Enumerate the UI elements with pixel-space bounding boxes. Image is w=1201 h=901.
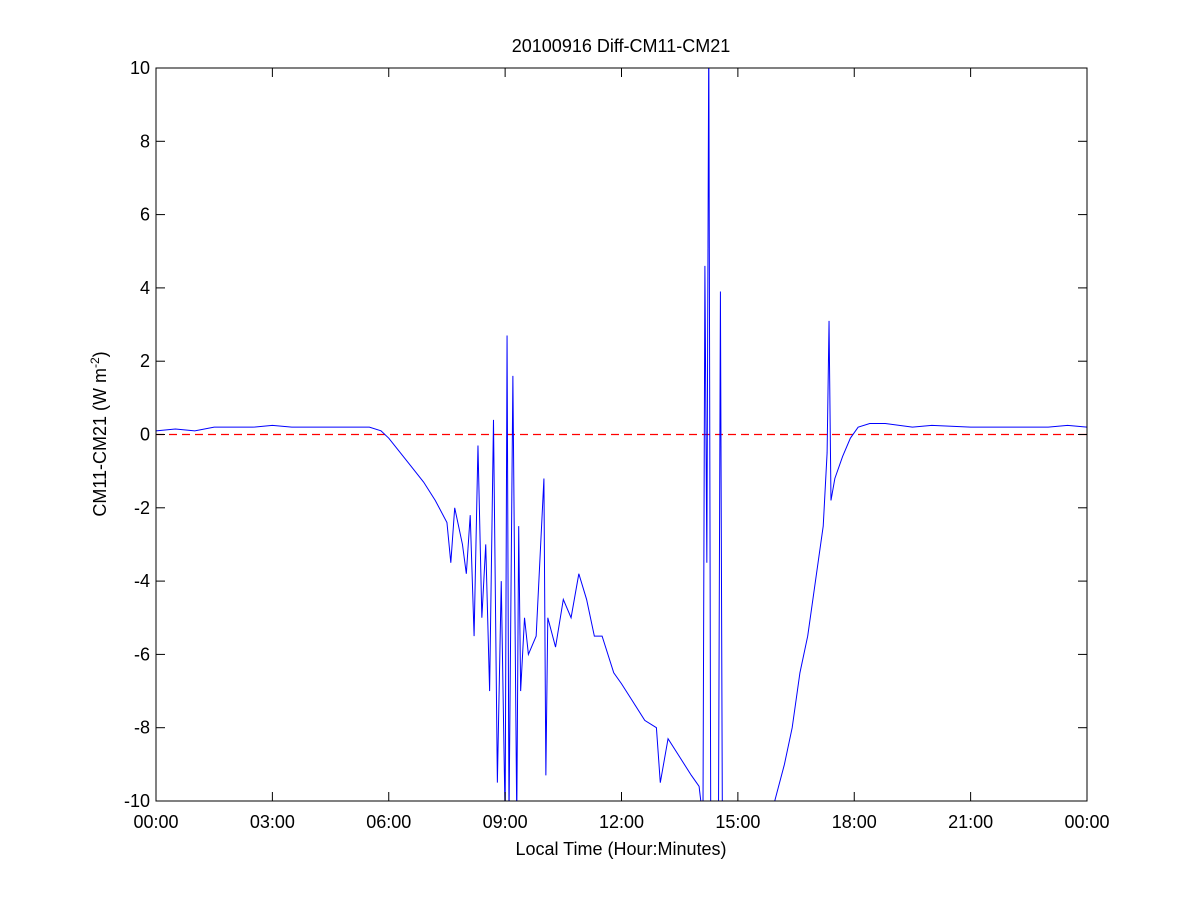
x-tick-label: 15:00: [715, 812, 760, 832]
y-label-end: ): [90, 351, 110, 357]
y-tick-label: 6: [140, 205, 150, 225]
x-tick-label: 06:00: [366, 812, 411, 832]
y-tick-label: -4: [134, 571, 150, 591]
x-tick-label: 21:00: [948, 812, 993, 832]
y-label-text: CM11-CM21 (W m: [90, 368, 110, 517]
y-tick-label: 0: [140, 425, 150, 445]
x-tick-label: 09:00: [483, 812, 528, 832]
y-tick-label: -6: [134, 644, 150, 664]
x-tick-label: 00:00: [133, 812, 178, 832]
x-tick-label: 18:00: [832, 812, 877, 832]
y-tick-label: 8: [140, 131, 150, 151]
y-axis-label: CM11-CM21 (W m-2): [88, 351, 110, 516]
y-tick-label: -10: [124, 791, 150, 811]
plot-area: [156, 68, 1087, 801]
y-label-sup: -2: [88, 357, 102, 368]
data-line: [156, 68, 1087, 801]
y-tick-label: 4: [140, 278, 150, 298]
y-tick-label: -8: [134, 718, 150, 738]
y-tick-label: -2: [134, 498, 150, 518]
x-tick-label: 12:00: [599, 812, 644, 832]
y-tick-label: 10: [130, 58, 150, 78]
chart-title: 20100916 Diff-CM11-CM21: [512, 36, 730, 56]
x-tick-label: 00:00: [1064, 812, 1109, 832]
x-tick-label: 03:00: [250, 812, 295, 832]
x-axis-label: Local Time (Hour:Minutes): [515, 839, 726, 859]
y-tick-label: 2: [140, 351, 150, 371]
